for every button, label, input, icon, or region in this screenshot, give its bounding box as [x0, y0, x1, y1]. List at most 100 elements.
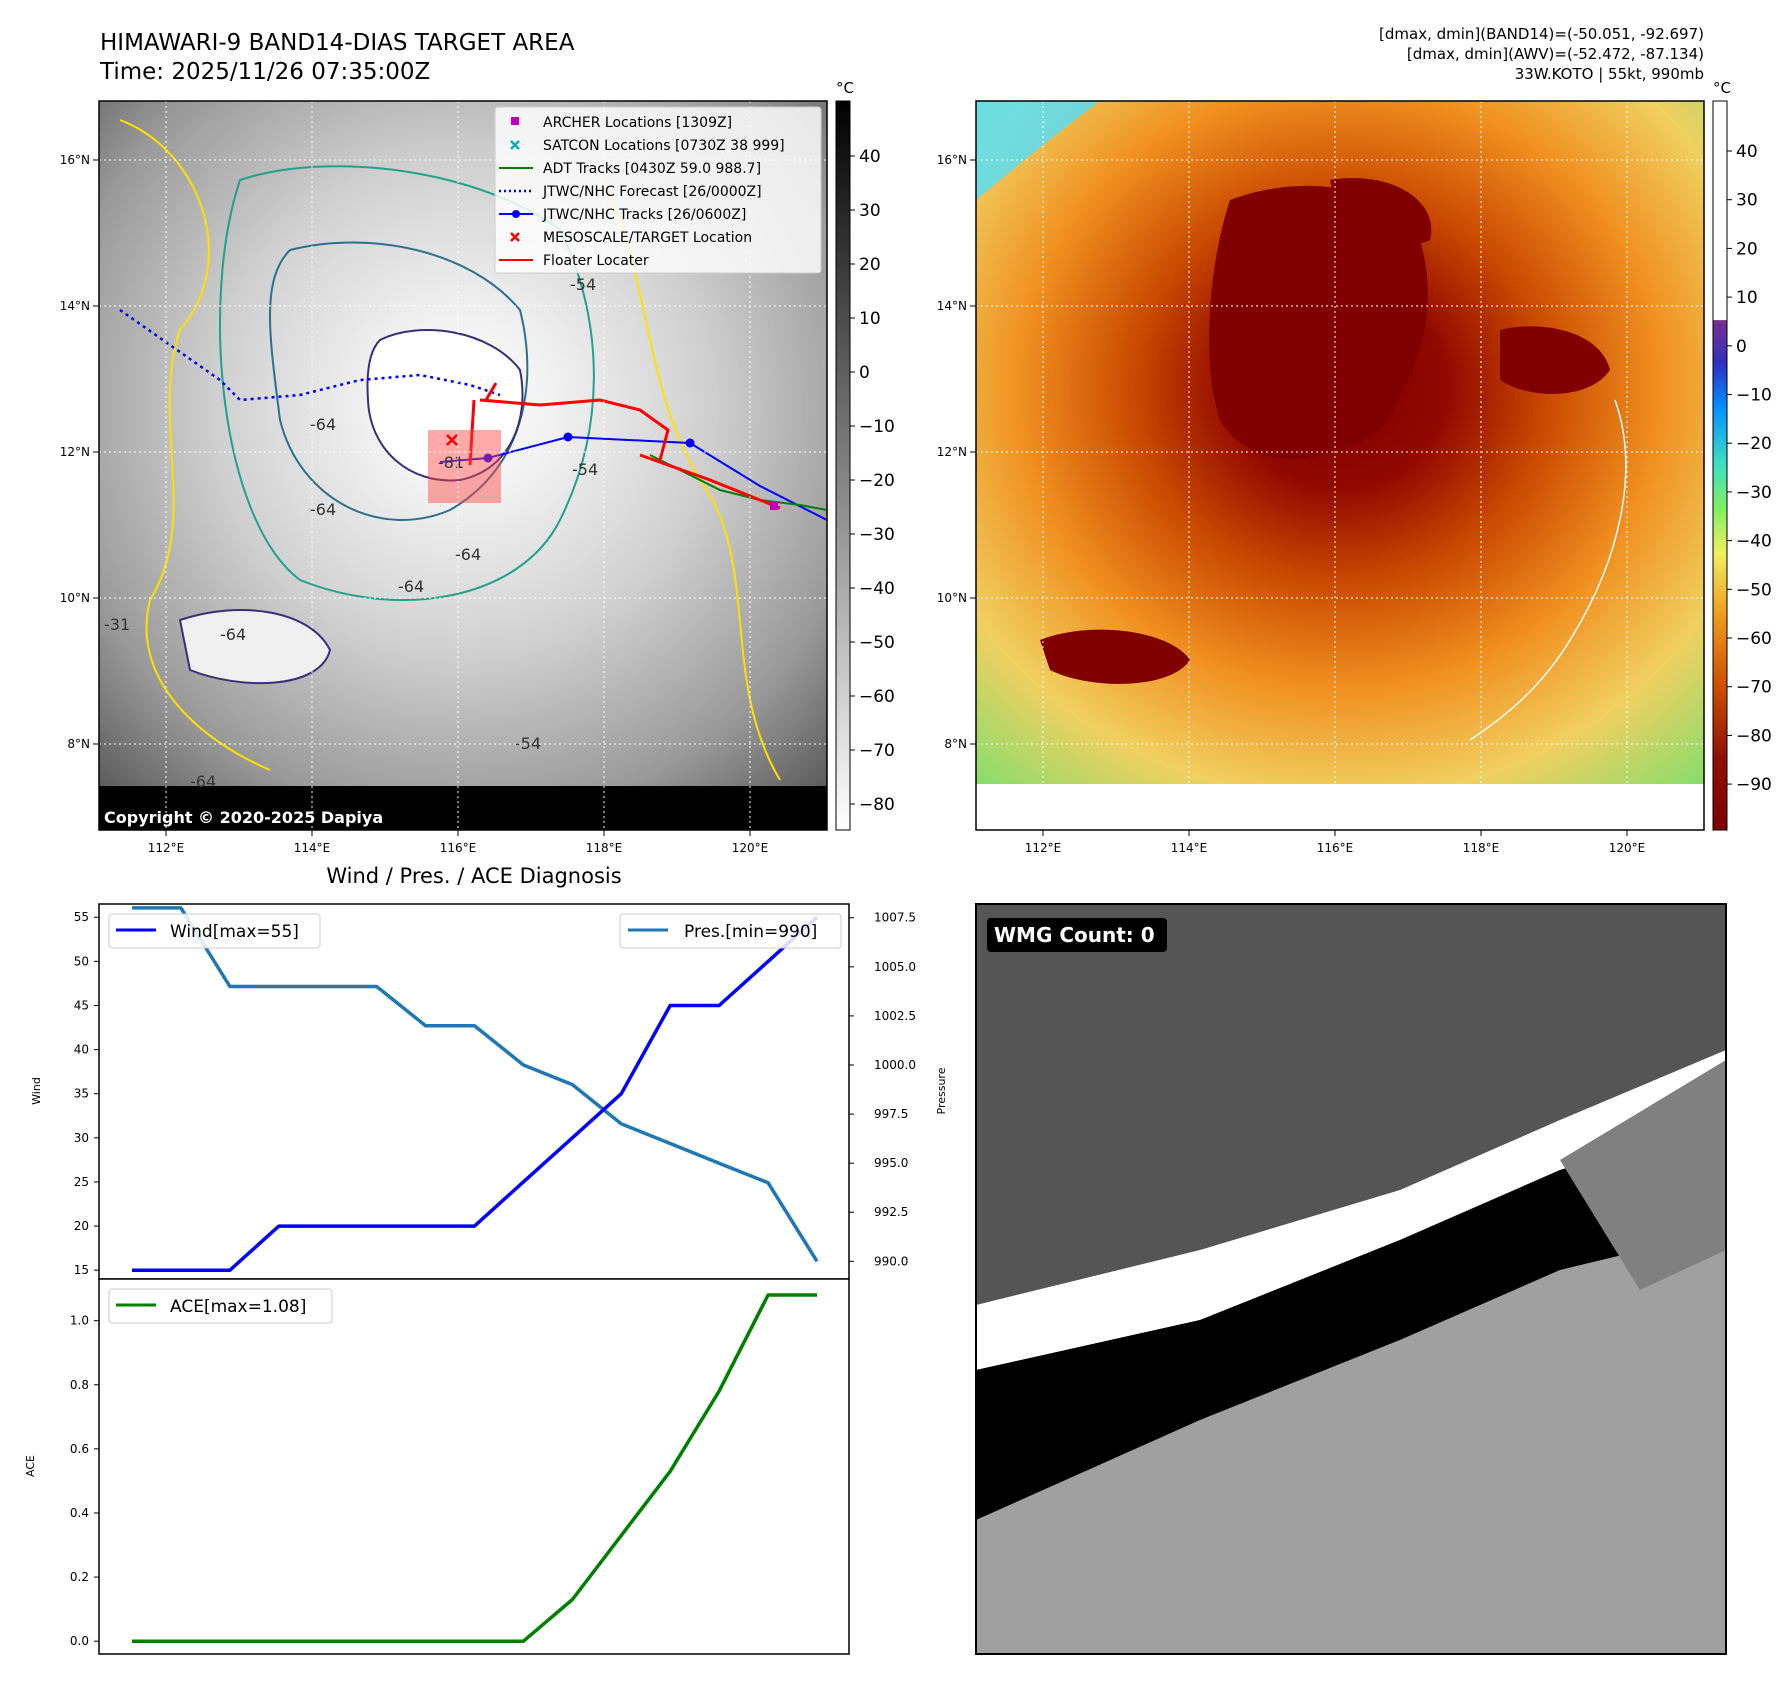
- wind-axis-label: Wind: [30, 1077, 43, 1105]
- awv-stats: [dmax, dmin](AWV)=(-52.472, -87.134): [1407, 45, 1704, 63]
- wind-pressure-axes: [98, 903, 850, 1280]
- colorbar-tick-label: −80: [1736, 726, 1772, 746]
- right-axis-tick-label: 990.0: [874, 1254, 908, 1268]
- contour-label: -64: [310, 415, 336, 434]
- jtwc-legend-dot: [512, 210, 520, 218]
- left-axis-tick-label: 0.0: [70, 1634, 89, 1648]
- band14-stats: [dmax, dmin](BAND14)=(-50.051, -92.697): [1379, 25, 1704, 43]
- left-axis-tick-label: 1.0: [70, 1314, 89, 1328]
- colorbar-tick-label: 0: [859, 363, 870, 383]
- wmg-band-white: [976, 1050, 1726, 1370]
- colorbar-grayscale-ticks: 40 30 20 10 0 −10 −20 −30 −40 −50 −60 −70 −80: [850, 147, 895, 815]
- map-legend: ARCHER Locations [1309Z] SATCON Location…: [494, 106, 822, 274]
- legend-label-target: MESOSCALE/TARGET Location: [543, 230, 752, 246]
- contour-label: -64: [398, 577, 424, 596]
- colorbar-color-ticks: 40 30 20 10 0 −10 −20 −30 −40 −50 −60 −70 −80 −90: [1727, 142, 1772, 795]
- legend-label-forecast: JTWC/NHC Forecast [26/0000Z]: [542, 184, 762, 200]
- right-axis-tick-label: 1007.5: [874, 911, 916, 925]
- colorbar-tick-label: 40: [1736, 142, 1758, 162]
- right-axis-tick-label: 992.5: [874, 1205, 908, 1219]
- target-legend-marker: [510, 232, 520, 242]
- lon-tick-label: 120°E: [1609, 841, 1646, 855]
- colorbar-color: [1712, 100, 1728, 831]
- legend-label-jtwc: JTWC/NHC Tracks [26/0600Z]: [542, 207, 746, 223]
- wmg-band-gray: [976, 1230, 1726, 1654]
- jtwc-point: [685, 438, 695, 448]
- ir-color-image-group: [976, 101, 1704, 830]
- ir-map-axis-labels: 112°E 114°E 116°E 118°E 120°E 16°N 14°N 12°N 10°…: [60, 153, 769, 855]
- lat-tick-label: 14°N: [937, 299, 967, 313]
- lat-tick-label: 8°N: [67, 737, 90, 751]
- lat-tick-label: 8°N: [944, 737, 967, 751]
- copyright: Copyright © 2020-2025 Dapiya: [104, 808, 383, 827]
- coastline: [1469, 399, 1627, 741]
- ace-legend-box: [108, 1288, 333, 1324]
- no-data-strip: [99, 786, 827, 830]
- wind-legend-label: Wind[max=55]: [170, 922, 299, 942]
- ir-color-map-panel: °C 403020100−10−20−30−40−50−60−70−80−90 …: [937, 79, 1772, 855]
- colorbar-tick-label: 10: [1736, 288, 1758, 308]
- lon-tick-label: 114°E: [1171, 841, 1208, 855]
- colorbar-tick-label: −40: [859, 579, 895, 599]
- warm-region: [976, 101, 1100, 200]
- no-data-strip: [976, 784, 1704, 830]
- left-axis-tick-label: 35: [74, 1087, 89, 1101]
- colorbar-tick-label: −50: [859, 633, 895, 653]
- colorbar-tick-label: 20: [1736, 239, 1758, 259]
- contour-label: -64: [455, 545, 481, 564]
- ir-color-map-frame: [975, 100, 1705, 831]
- lat-tick-label: 16°N: [937, 153, 967, 167]
- ir-contours: -81 -64 -64 -64 -64 -64 -64 -54 -54 -31 …: [99, 119, 827, 830]
- left-axis-tick-label: 0.6: [70, 1442, 89, 1456]
- colorbar-tick-label: −30: [859, 525, 895, 545]
- contour-label: -54: [572, 460, 598, 479]
- lon-tick-label: 118°E: [586, 841, 623, 855]
- ace-legend: ACE[max=1.08]: [108, 1288, 333, 1324]
- colorbar-tick-label: −70: [1736, 678, 1772, 698]
- ir-color-map-axis-labels: 112°E 114°E 116°E 118°E 120°E 16°N 14°N 12°N 10°…: [937, 153, 1646, 855]
- archer-marker: [770, 502, 778, 510]
- left-axis-tick-label: 30: [74, 1131, 89, 1145]
- left-axis-tick-label: 0.2: [70, 1570, 89, 1584]
- colorbar-tick-label: 0: [1736, 337, 1747, 357]
- ace-line: [132, 1293, 817, 1643]
- legend-label-satcon: SATCON Locations [0730Z 38 999]: [543, 138, 785, 154]
- colorbar-tick-label: −30: [1736, 483, 1772, 503]
- colorbar-tick-label: 40: [859, 147, 881, 167]
- contour-label: -81: [438, 453, 464, 472]
- colorbar-tick-label: −60: [859, 687, 895, 707]
- target-area-box: [428, 430, 501, 503]
- contour-teal: [219, 165, 595, 601]
- cold-cloud-southwest: [1040, 629, 1190, 684]
- colorbar-tick-label: −40: [1736, 532, 1772, 552]
- floater-locater: [468, 398, 781, 510]
- lat-tick-label: 14°N: [60, 299, 90, 313]
- figure-title: HIMAWARI-9 BAND14-DIAS TARGET AREA: [100, 30, 575, 56]
- colorbar-tick-label: −70: [859, 741, 895, 761]
- colorbar-tick-label: −10: [1736, 386, 1772, 406]
- wmg-count-badge: [987, 918, 1167, 952]
- colorbar-tick-label: 20: [859, 255, 881, 275]
- left-axis-tick-label: 0.8: [70, 1378, 89, 1392]
- legend-label-archer: ARCHER Locations [1309Z]: [543, 115, 732, 131]
- left-axis-tick-label: 20: [74, 1219, 89, 1233]
- contour-southwest: [178, 609, 332, 685]
- floater-locater: [484, 382, 498, 401]
- colorbar-grayscale: [835, 100, 851, 831]
- colorbar-tick-label: −50: [1736, 580, 1772, 600]
- diagnosis-title: Wind / Pres. / ACE Diagnosis: [326, 864, 621, 888]
- colorbar-tick-label: −20: [859, 471, 895, 491]
- contour-core: [366, 329, 524, 482]
- colorbar-tick-label: −90: [1736, 775, 1772, 795]
- wmg-frame: [975, 903, 1727, 1655]
- cold-core: [1209, 185, 1428, 459]
- left-axis-tick-label: 50: [74, 954, 89, 968]
- colorbar-tick-label: 10: [859, 309, 881, 329]
- legend-label-adt: ADT Tracks [0430Z 59.0 988.7]: [543, 161, 761, 177]
- jtwc-forecast-track: [119, 308, 501, 402]
- colorbar-unit: °C: [1713, 79, 1731, 97]
- colorbar-tick-label: −10: [859, 417, 895, 437]
- left-axis-tick-label: 25: [74, 1175, 89, 1189]
- jtwc-point: [483, 453, 493, 463]
